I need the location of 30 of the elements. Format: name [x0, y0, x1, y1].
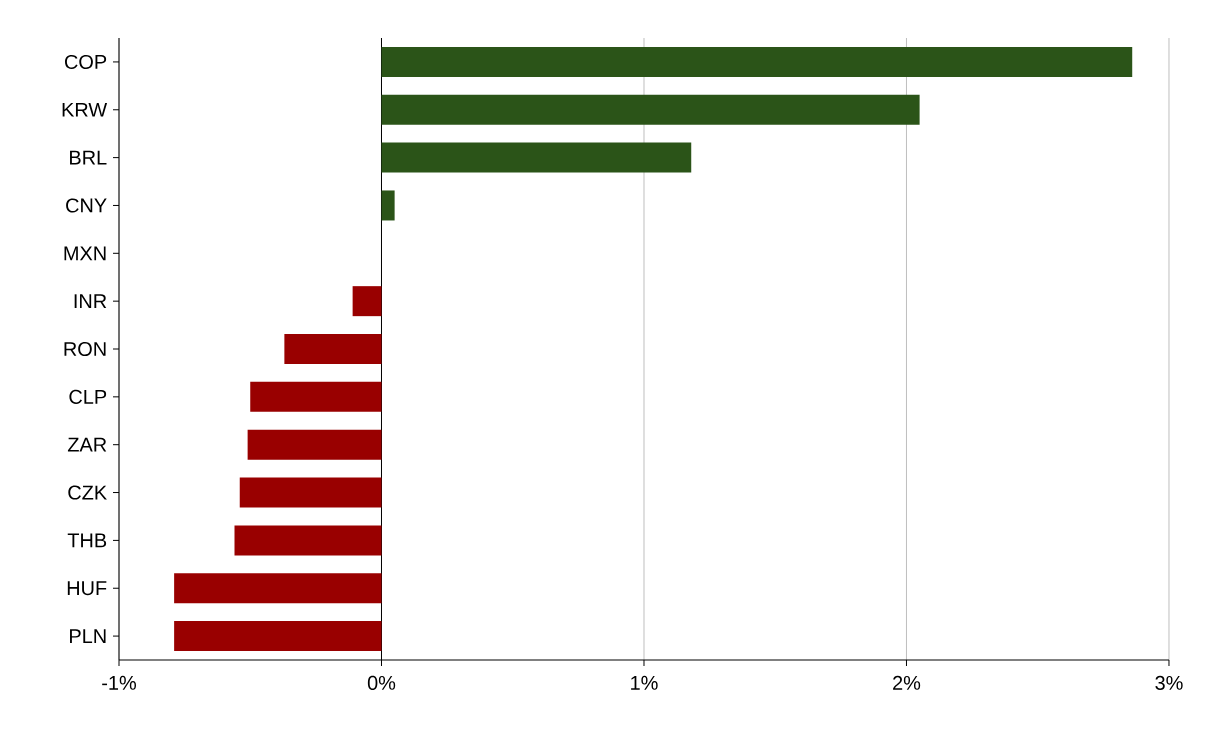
bar [234, 525, 382, 556]
bar [381, 94, 920, 125]
x-tick-label: -1% [102, 675, 136, 690]
bar [381, 142, 692, 173]
y-tick-label: CZK [68, 485, 107, 500]
y-tick-label: CNY [66, 198, 107, 213]
y-tick-label: CLP [69, 389, 107, 404]
bar [381, 46, 1133, 77]
bar [284, 334, 382, 364]
bar [174, 621, 382, 652]
bar [174, 573, 382, 604]
y-tick-label: ZAR [67, 437, 107, 452]
y-tick-label: PLN [70, 629, 106, 643]
bar [381, 190, 395, 221]
x-tick-label: 2% [893, 675, 921, 690]
x-tick-label: 3% [1155, 675, 1183, 690]
y-tick-label: COP [64, 54, 107, 69]
bar [239, 477, 382, 508]
y-tick-label: MXN [64, 246, 106, 261]
y-tick-label: RON [64, 341, 106, 357]
y-tick-label: HUF [67, 581, 107, 596]
y-tick-label: BRL [70, 150, 107, 165]
y-tick-label: INR [74, 294, 107, 309]
bar [250, 381, 382, 412]
x-tick-label: 1% [631, 675, 658, 690]
y-tick-label: KRW [62, 102, 108, 117]
bar [352, 286, 382, 317]
x-tick-label: 0% [367, 675, 396, 690]
bar [247, 429, 382, 460]
y-tick-label: THB [67, 533, 107, 548]
